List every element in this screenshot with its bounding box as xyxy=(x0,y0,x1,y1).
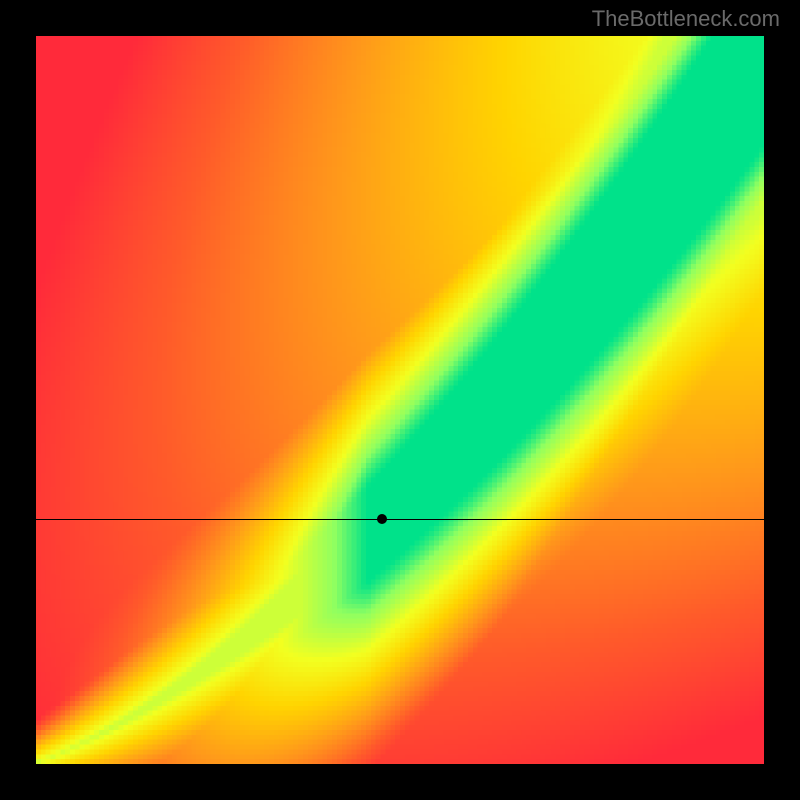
watermark-text: TheBottleneck.com xyxy=(592,6,780,32)
heatmap-canvas xyxy=(36,36,764,764)
crosshair-horizontal xyxy=(36,519,764,520)
crosshair-dot xyxy=(377,514,387,524)
crosshair-vertical xyxy=(382,764,383,800)
heatmap-plot xyxy=(36,36,764,764)
